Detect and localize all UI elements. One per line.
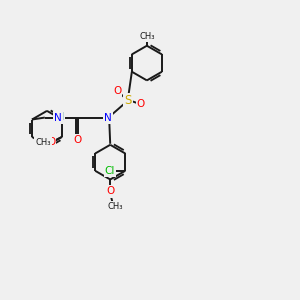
Text: Cl: Cl [105,166,115,176]
Text: O: O [106,186,114,197]
Text: N: N [54,112,62,123]
Text: CH₃: CH₃ [107,202,123,211]
Text: N: N [104,112,112,123]
Text: O: O [113,86,121,96]
Text: CH₃: CH₃ [139,32,154,41]
Text: S: S [124,94,132,107]
Text: O: O [47,137,55,147]
Text: CH₃: CH₃ [35,138,51,147]
Text: O: O [74,135,82,145]
Text: O: O [137,99,145,109]
Text: H: H [57,112,64,122]
